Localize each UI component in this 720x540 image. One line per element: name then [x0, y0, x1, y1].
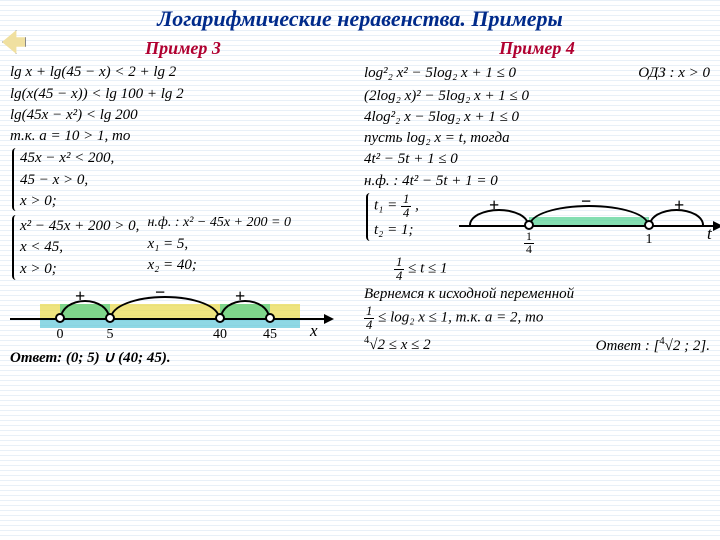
ex4-title: Пример 4 [364, 36, 710, 60]
axis-var: x [310, 320, 318, 343]
ex4-t1: t₁ = 14 , [374, 193, 456, 220]
ex3-numberline: + − + 0 5 40 45 x [10, 286, 330, 346]
ex4-line: (2log₂ x)² − 5log₂ x + 1 ≤ 0 [364, 86, 710, 106]
sign-plus: + [235, 284, 245, 308]
ex4-line: пусть log₂ x = t, тогда [364, 128, 710, 148]
ex3-sys-line: 45x − x² < 200, [20, 148, 356, 168]
tick: 1 [646, 231, 653, 250]
ex4-odz: ОДЗ : x > 0 [638, 63, 710, 83]
tick: 0 [57, 326, 64, 345]
ex3-line: lg(x(45 − x)) < lg 100 + lg 2 [10, 84, 356, 104]
ex3-sys-line: x < 45, [20, 237, 139, 257]
tick: 14 [524, 231, 534, 256]
tick: 45 [263, 326, 277, 345]
ex4-line: н.ф. : 4t² − 5t + 1 = 0 [364, 171, 710, 191]
sign-plus: + [674, 193, 684, 217]
sign-plus: + [489, 193, 499, 217]
sign-plus: + [75, 284, 85, 308]
ex4-answer: Ответ : [4√2 ; 2]. [596, 335, 710, 356]
ex4-back: Вернемся к исходной переменной [364, 284, 710, 304]
ex3-sys-line: 45 − x > 0, [20, 170, 356, 190]
ex4-mid: 14 ≤ t ≤ 1 [394, 256, 448, 283]
ex4-numberline: + − + 14 1 t [459, 197, 719, 257]
tick: 5 [107, 326, 114, 345]
ex3-sys-line: x > 0; [20, 191, 356, 211]
example-4: Пример 4 log²₂ x² − 5log₂ x + 1 ≤ 0 ОДЗ … [364, 36, 710, 368]
ex3-line: lg x + lg(45 − x) < 2 + lg 2 [10, 62, 356, 82]
ex3-sys-line: x² − 45x + 200 > 0, [20, 216, 139, 236]
ex4-line: 4t² − 5t + 1 ≤ 0 [364, 149, 710, 169]
ex3-sys-line: x > 0; [20, 259, 139, 279]
ex3-system-1: 45x − x² < 200, 45 − x > 0, x > 0; [12, 148, 356, 211]
example-3: Пример 3 lg x + lg(45 − x) < 2 + lg 2 lg… [10, 36, 356, 368]
ex4-final-1: 14 ≤ log₂ x ≤ 1, т.к. a = 2, то [364, 305, 710, 332]
ex3-answer: Ответ: (0; 5) ∪ (40; 45). [10, 348, 356, 368]
ex3-system-2: x² − 45x + 200 > 0, x < 45, x > 0; [12, 215, 139, 280]
ex3-root: x₂ = 40; [147, 255, 356, 275]
ex3-nf: н.ф. : x² − 45x + 200 = 0 [147, 214, 356, 233]
ex4-roots: t₁ = 14 , t₂ = 1; [366, 193, 456, 241]
sign-minus: − [581, 189, 591, 213]
ex3-root: x₁ = 5, [147, 234, 356, 254]
sign-minus: − [155, 280, 165, 304]
ex4-line: 4log²₂ x − 5log₂ x + 1 ≤ 0 [364, 107, 710, 127]
tick: 40 [213, 326, 227, 345]
ex3-line: lg(45x − x²) < lg 200 [10, 105, 356, 125]
ex4-line: log²₂ x² − 5log₂ x + 1 ≤ 0 [364, 63, 628, 83]
ex4-t2: t₂ = 1; [374, 220, 456, 240]
ex3-title: Пример 3 [10, 36, 356, 60]
page-title: Логарифмические неравенства. Примеры [10, 6, 710, 32]
ex3-line: т.к. a = 10 > 1, то [10, 126, 356, 146]
ex4-final-2: 4√2 ≤ x ≤ 2 [364, 334, 431, 355]
axis-var: t [707, 223, 712, 246]
